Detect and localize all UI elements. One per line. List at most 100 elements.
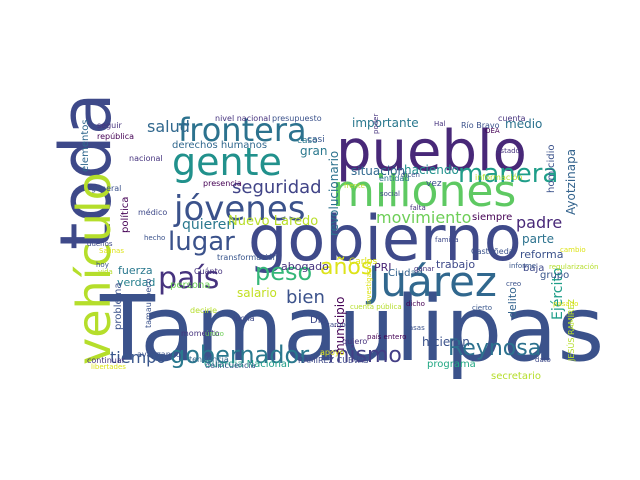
word-dato: dato xyxy=(535,356,551,364)
word-informe: informe xyxy=(509,262,536,270)
word-secretario: secretario xyxy=(491,371,541,382)
word-momento: momento xyxy=(181,329,220,338)
word-gente: gente xyxy=(172,140,282,184)
word-poder: poder xyxy=(372,114,380,134)
word-bien: bien xyxy=(286,287,325,308)
word-cambio: cambio xyxy=(560,246,586,254)
word-libertades: libertades xyxy=(91,363,126,371)
word-mismo: mismo xyxy=(328,343,402,368)
word-peso: peso xyxy=(255,258,312,286)
word-creo: creo xyxy=(506,280,521,288)
word-avanzando: avanzando xyxy=(137,350,181,359)
word-verdad: verdad xyxy=(117,276,155,289)
word-casi: casi xyxy=(307,135,325,145)
word-ejercito: Ejército xyxy=(550,268,566,320)
word-frontera: frontera xyxy=(178,111,307,149)
word-ciudad: Ciudad xyxy=(388,268,423,279)
word-situacion: situación xyxy=(351,164,405,178)
word-derechos-humanos: derechos humanos xyxy=(172,140,267,151)
word-persona: persona xyxy=(170,280,210,291)
word-medio: medio xyxy=(505,117,542,131)
word-anos: años xyxy=(320,255,372,280)
word-gobierno: gobierno xyxy=(248,202,522,275)
word-presencia: presencia xyxy=(203,179,242,188)
word-toda: toda xyxy=(45,92,127,250)
word-oea: OEA xyxy=(485,127,500,135)
word-manera: manera xyxy=(458,159,558,189)
word-familia: familia xyxy=(435,236,459,244)
word-castaneda: Castañeda xyxy=(471,247,514,256)
word-gran: gran xyxy=(300,144,328,158)
word-abogado: abogado xyxy=(281,260,329,273)
word-cuenta-publica: cuenta pública xyxy=(350,303,402,311)
word-vida: vida xyxy=(98,268,113,276)
word-parte: parte xyxy=(522,232,554,246)
word-ayotzinapa: Ayotzinapa xyxy=(564,149,578,215)
word-juarez: Juárez xyxy=(365,257,497,306)
word-reforma: reforma xyxy=(520,248,563,261)
word-delito: delito xyxy=(506,287,519,318)
word-homicidio: homicidio xyxy=(546,145,557,194)
word-cierto: cierto xyxy=(472,304,492,312)
word-tiempo: tiempo xyxy=(110,348,166,367)
word-problema: problema xyxy=(113,282,124,330)
word-falta: falta xyxy=(410,204,426,212)
word-nivel-nacional: nivel nacional xyxy=(215,114,270,123)
word-siempre: siempre xyxy=(472,212,512,223)
word-salud: salud xyxy=(147,117,190,136)
word-pasado: pasado xyxy=(553,300,578,308)
word-apoyo: apoyo xyxy=(320,348,345,357)
word-seguir: seguir xyxy=(97,121,122,130)
word-gobernador: gobernador xyxy=(170,341,309,369)
word-vez: vez xyxy=(426,179,442,189)
word-transformacion: transformación xyxy=(217,252,278,262)
word-seguridad: seguridad xyxy=(232,177,322,198)
word-salario: salario xyxy=(237,286,277,300)
word-jesus-ramirez: JESÚS RAMÍREZ xyxy=(565,298,576,362)
word-millones: millones xyxy=(332,166,516,217)
word-baja: baja xyxy=(523,263,544,274)
word-frente: frente xyxy=(344,182,365,190)
word-dicen: dicen xyxy=(401,171,420,179)
word-quiero: quiero xyxy=(342,337,367,346)
word-movimiento: movimiento xyxy=(376,208,471,227)
word-jovenes: jóvenes xyxy=(173,189,305,229)
word-vehiculo: vehículo xyxy=(67,172,121,365)
word-nuevo-laredo: Nuevo Laredo xyxy=(228,214,318,229)
word-casas: casas xyxy=(405,324,425,332)
word-programa: programa xyxy=(427,359,476,370)
word-regularizacion: regularización xyxy=(549,263,598,271)
word-nacional: nacional xyxy=(129,154,163,163)
word-lucha: lucha xyxy=(233,314,255,323)
word-trabajo: trabajo xyxy=(436,258,475,271)
word-unico: único xyxy=(205,330,224,338)
word-tamaulipas: Tamaulipas xyxy=(99,277,604,382)
word-investigacion: investigación xyxy=(365,259,373,305)
word-republica: república xyxy=(97,132,134,141)
word-hal: Hal xyxy=(434,120,446,128)
word-salinas: Salinas xyxy=(99,247,124,255)
word-hecho: hecho xyxy=(144,234,165,242)
word-ramirez-cuevas: RAMÍREZ CUEVAS xyxy=(298,354,369,365)
word-pueblo: pueblo xyxy=(336,119,527,184)
word-dicho: dicho xyxy=(406,300,425,308)
word-general: general xyxy=(91,184,121,193)
word-reynosa: Reynosa xyxy=(448,336,541,361)
word-pais: país xyxy=(158,261,219,296)
word-padre: padre xyxy=(516,213,562,232)
word-cuanto: Cuánto xyxy=(194,267,223,276)
word-municipio: municipio xyxy=(333,297,347,355)
word-social: social xyxy=(380,190,400,198)
word-grupo: grupo xyxy=(540,270,569,281)
word-presupuesto: presupuesto xyxy=(272,114,322,123)
word-quieren: quieren xyxy=(182,217,235,233)
word-medico: médico xyxy=(138,207,167,217)
word-decirle: decirle xyxy=(190,306,217,315)
word-continuar: continuar xyxy=(87,356,126,365)
word-rio-bravo: Río Bravo xyxy=(461,121,500,130)
word-dio: Dio xyxy=(310,315,327,326)
word-informacion: información xyxy=(475,172,522,182)
word-elementos: elementos xyxy=(80,119,91,172)
word-hoy: hoy xyxy=(96,261,109,269)
